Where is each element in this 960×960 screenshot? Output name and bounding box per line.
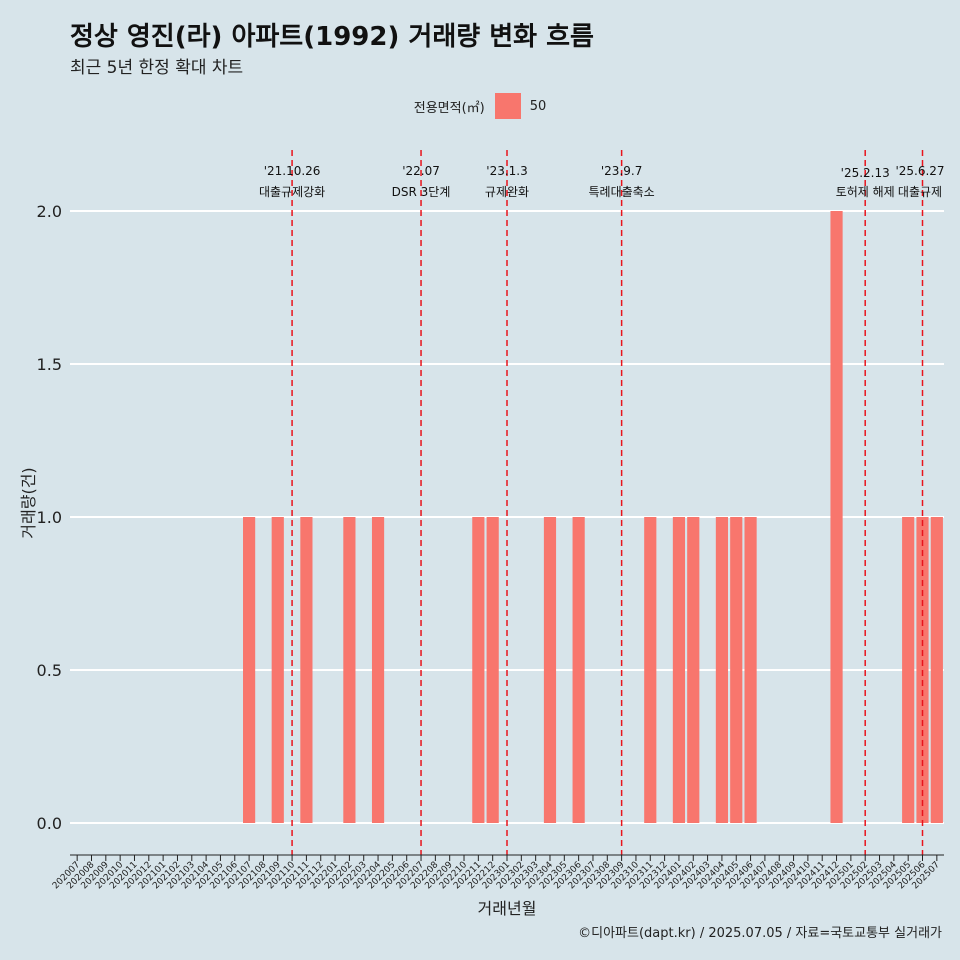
x-axis: 2020072020082020092020102020112020122021… bbox=[51, 854, 944, 891]
bar-202404 bbox=[715, 517, 729, 823]
legend-title: 전용면적(㎡) bbox=[413, 100, 485, 116]
legend-swatch bbox=[494, 93, 521, 119]
x-axis-title: 거래년월 bbox=[478, 899, 537, 918]
event-label: 토허제 해제 bbox=[836, 185, 895, 199]
bar-202405 bbox=[730, 517, 743, 823]
event-date: '23.9.7 bbox=[601, 164, 642, 178]
bars bbox=[243, 211, 943, 823]
source-caption: ©디아파트(dapt.kr) / 2025.07.05 / 자료=국토교통부 실… bbox=[578, 926, 942, 941]
chart-subtitle: 최근 5년 한정 확대 차트 bbox=[70, 58, 244, 78]
bar-202107 bbox=[243, 517, 256, 823]
event-date: '25.6.27 bbox=[895, 164, 944, 178]
bar-202202 bbox=[343, 517, 356, 823]
y-tick-label: 1.5 bbox=[37, 355, 62, 374]
legend: 전용면적(㎡) 50 bbox=[0, 93, 960, 119]
event-date: '25.2.13 bbox=[841, 166, 890, 180]
y-tick-label: 0.0 bbox=[37, 814, 62, 833]
chart-title: 정상 영진(라) 아파트(1992) 거래량 변화 흐름 bbox=[70, 22, 594, 52]
y-tick-label: 2.0 bbox=[37, 202, 62, 221]
bar-202304 bbox=[543, 517, 557, 823]
event-date: '22.07 bbox=[402, 164, 440, 178]
bar-202406 bbox=[744, 517, 757, 823]
y-tick-label: 1.0 bbox=[37, 508, 62, 527]
event-label: 규제완화 bbox=[485, 185, 529, 199]
event-label: 대출규제 bbox=[898, 185, 942, 199]
bar-202505 bbox=[902, 517, 915, 823]
bar-202204 bbox=[371, 517, 385, 823]
y-axis-title: 거래량(건) bbox=[19, 467, 38, 538]
bar-202306 bbox=[572, 517, 585, 823]
y-axis-ticks: 0.0 0.5 1.0 1.5 2.0 bbox=[37, 202, 62, 833]
event-label: 특례대출축소 bbox=[588, 185, 654, 199]
bar-202402 bbox=[687, 517, 700, 823]
bar-202401 bbox=[672, 517, 686, 823]
bar-202211 bbox=[472, 517, 485, 823]
legend-item-label: 50 bbox=[529, 98, 547, 114]
y-tick-label: 0.5 bbox=[37, 661, 62, 680]
bar-202111 bbox=[300, 517, 313, 823]
bar-202109 bbox=[271, 517, 284, 823]
event-lines bbox=[291, 150, 924, 855]
bar-202311 bbox=[644, 517, 657, 823]
event-date: '23.1.3 bbox=[486, 164, 527, 178]
bar-202212 bbox=[486, 517, 499, 823]
event-label: 대출규제강화 bbox=[259, 185, 325, 199]
bar-202412 bbox=[830, 211, 843, 823]
event-date: '21.10.26 bbox=[264, 164, 321, 178]
bar-202507 bbox=[930, 517, 943, 823]
event-annotations: '21.10.26 대출규제강화 '22.07 DSR 3단계 '23.1.3 규제완화 '… bbox=[259, 164, 945, 199]
event-label: DSR 3단계 bbox=[392, 185, 451, 199]
